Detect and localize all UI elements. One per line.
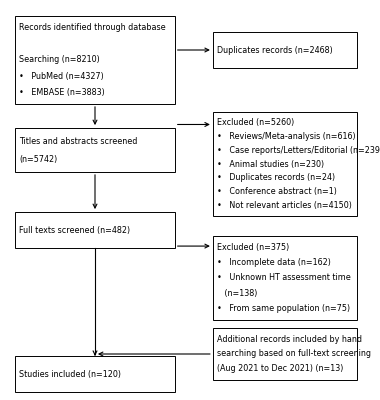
Text: (n=138): (n=138) xyxy=(217,289,257,298)
Text: Additional records included by hand: Additional records included by hand xyxy=(217,335,362,344)
Text: (Aug 2021 to Dec 2021) (n=13): (Aug 2021 to Dec 2021) (n=13) xyxy=(217,364,343,373)
Text: •   From same population (n=75): • From same population (n=75) xyxy=(217,304,350,313)
Text: •   Case reports/Letters/Editorial (n=239): • Case reports/Letters/Editorial (n=239) xyxy=(217,146,380,155)
FancyBboxPatch shape xyxy=(15,16,175,104)
FancyBboxPatch shape xyxy=(213,32,357,68)
Text: Records identified through database: Records identified through database xyxy=(19,24,166,32)
Text: Full texts screened (n=482): Full texts screened (n=482) xyxy=(19,226,130,234)
Text: •   Not relevant articles (n=4150): • Not relevant articles (n=4150) xyxy=(217,201,352,210)
Text: •   PubMed (n=4327): • PubMed (n=4327) xyxy=(19,72,104,80)
Text: •   Unknown HT assessment time: • Unknown HT assessment time xyxy=(217,274,350,282)
Text: •   Incomplete data (n=162): • Incomplete data (n=162) xyxy=(217,258,331,267)
FancyBboxPatch shape xyxy=(15,212,175,248)
Text: •   EMBASE (n=3883): • EMBASE (n=3883) xyxy=(19,88,105,96)
Text: Titles and abstracts screened: Titles and abstracts screened xyxy=(19,136,138,146)
Text: Duplicates records (n=2468): Duplicates records (n=2468) xyxy=(217,46,332,54)
Text: (n=5742): (n=5742) xyxy=(19,154,57,164)
FancyBboxPatch shape xyxy=(15,356,175,392)
Text: Searching (n=8210): Searching (n=8210) xyxy=(19,56,100,64)
Text: •   Reviews/Meta-analysis (n=616): • Reviews/Meta-analysis (n=616) xyxy=(217,132,355,141)
Text: Excluded (n=375): Excluded (n=375) xyxy=(217,243,289,252)
Text: Excluded (n=5260): Excluded (n=5260) xyxy=(217,118,294,127)
Text: searching based on full-text screening: searching based on full-text screening xyxy=(217,350,370,358)
FancyBboxPatch shape xyxy=(213,112,357,216)
Text: •   Animal studies (n=230): • Animal studies (n=230) xyxy=(217,160,324,168)
FancyBboxPatch shape xyxy=(15,128,175,172)
Text: •   Duplicates records (n=24): • Duplicates records (n=24) xyxy=(217,173,335,182)
FancyBboxPatch shape xyxy=(213,236,357,320)
Text: •   Conference abstract (n=1): • Conference abstract (n=1) xyxy=(217,187,336,196)
FancyBboxPatch shape xyxy=(213,328,357,380)
Text: Studies included (n=120): Studies included (n=120) xyxy=(19,370,121,378)
